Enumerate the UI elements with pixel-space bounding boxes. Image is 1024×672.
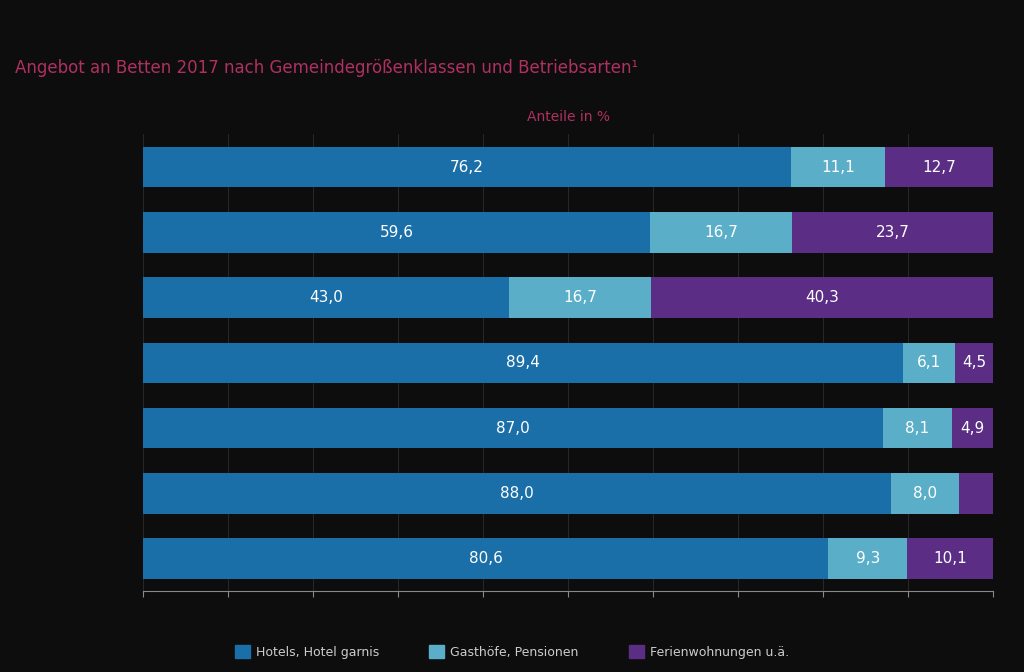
Text: 76,2: 76,2: [451, 159, 484, 175]
Bar: [651, 278, 993, 318]
Text: 16,7: 16,7: [563, 290, 597, 305]
Bar: [959, 473, 993, 513]
Text: 11,1: 11,1: [821, 159, 855, 175]
Bar: [903, 343, 955, 383]
Text: 12,7: 12,7: [923, 159, 956, 175]
Bar: [143, 473, 891, 513]
Text: 4,5: 4,5: [963, 355, 986, 370]
Text: 87,0: 87,0: [497, 421, 530, 435]
Bar: [650, 212, 792, 253]
Text: 16,7: 16,7: [703, 225, 738, 240]
Bar: [143, 343, 903, 383]
Bar: [955, 343, 993, 383]
Text: Angebot an Betten 2017 nach Gemeindegrößenklassen und Betriebsarten¹: Angebot an Betten 2017 nach Gemeindegröß…: [15, 59, 639, 77]
Bar: [883, 408, 951, 448]
Text: 8,1: 8,1: [905, 421, 929, 435]
Text: 4,9: 4,9: [961, 421, 985, 435]
Text: 59,6: 59,6: [380, 225, 414, 240]
Bar: [891, 473, 959, 513]
Bar: [828, 538, 907, 579]
Text: Anteile in %: Anteile in %: [526, 110, 610, 124]
Text: 10,1: 10,1: [934, 551, 968, 566]
Bar: [792, 212, 993, 253]
Bar: [791, 146, 886, 187]
Bar: [509, 278, 651, 318]
Text: 23,7: 23,7: [876, 225, 909, 240]
Bar: [886, 146, 993, 187]
Bar: [143, 212, 650, 253]
Text: 43,0: 43,0: [309, 290, 343, 305]
Bar: [907, 538, 993, 579]
Text: 40,3: 40,3: [805, 290, 839, 305]
Text: 80,6: 80,6: [469, 551, 503, 566]
Bar: [143, 538, 828, 579]
Bar: [143, 408, 883, 448]
Text: 89,4: 89,4: [506, 355, 541, 370]
Legend: Hotels, Hotel garnis, Gasthöfe, Pensionen, Ferienwohnungen u.ä.: Hotels, Hotel garnis, Gasthöfe, Pensione…: [234, 645, 790, 659]
Text: 8,0: 8,0: [913, 486, 937, 501]
Text: 88,0: 88,0: [501, 486, 535, 501]
Bar: [951, 408, 993, 448]
Text: 6,1: 6,1: [916, 355, 941, 370]
Text: 9,3: 9,3: [856, 551, 880, 566]
Bar: [143, 278, 509, 318]
Bar: [143, 146, 791, 187]
